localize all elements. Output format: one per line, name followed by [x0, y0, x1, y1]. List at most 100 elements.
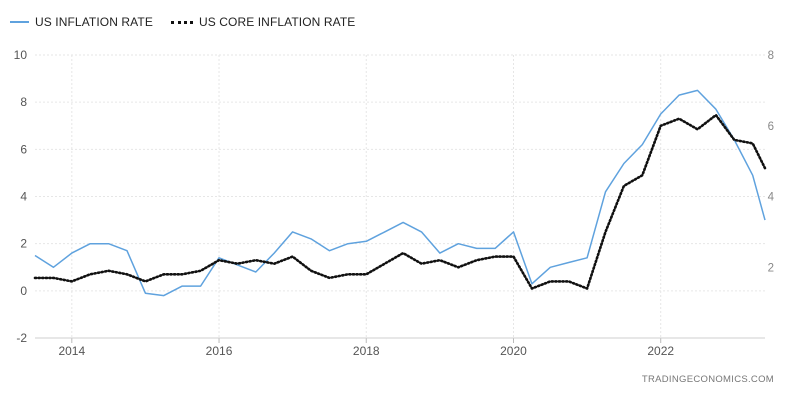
data-point	[438, 251, 442, 255]
data-point	[70, 251, 74, 255]
data-point	[512, 230, 516, 234]
legend: US INFLATION RATE US CORE INFLATION RATE	[0, 12, 369, 32]
data-point	[180, 272, 184, 276]
data-point	[309, 269, 313, 273]
y-axis-left: 10 8 6 4 2 0 -2	[14, 48, 28, 345]
y-tick-label: 2	[20, 237, 27, 251]
data-point	[732, 138, 736, 142]
data-point	[714, 107, 718, 111]
data-point	[125, 272, 129, 276]
data-point	[125, 249, 129, 253]
x-tick-label: 2020	[500, 344, 527, 358]
y2-tick-label: 4	[768, 192, 775, 204]
data-point	[640, 173, 644, 177]
data-point	[383, 262, 387, 266]
x-tick-label: 2018	[353, 344, 380, 358]
data-point	[364, 239, 368, 243]
data-point	[585, 256, 589, 260]
data-point	[659, 124, 663, 128]
y-tick-label: 10	[14, 48, 28, 62]
data-point	[677, 93, 681, 97]
data-point	[346, 272, 350, 276]
data-point	[88, 272, 92, 276]
data-point	[401, 220, 405, 224]
data-point	[640, 143, 644, 147]
y-axis-right: 8 6 4 2	[768, 50, 775, 274]
y2-tick-label: 2	[768, 262, 774, 274]
data-point	[751, 141, 755, 145]
data-point	[162, 294, 166, 298]
series-layer	[33, 89, 767, 298]
data-point	[420, 262, 424, 266]
data-point	[622, 162, 626, 166]
y-tick-label: 6	[20, 142, 27, 156]
y-tick-label: 4	[20, 190, 27, 204]
y-tick-label: 0	[20, 284, 27, 298]
data-point	[199, 284, 203, 288]
y-tick-label: -2	[16, 331, 27, 345]
data-point	[475, 246, 479, 250]
x-tick-label: 2022	[647, 344, 674, 358]
data-point	[107, 269, 111, 273]
data-point	[475, 258, 479, 262]
y2-tick-label: 6	[768, 121, 774, 133]
data-point	[548, 265, 552, 269]
data-point	[751, 173, 755, 177]
data-point	[291, 230, 295, 234]
data-point	[70, 279, 74, 283]
source-credit: TRADINGECONOMICS.COM	[641, 374, 774, 385]
legend-swatch-solid	[10, 21, 29, 23]
x-tick-label: 2014	[58, 344, 85, 358]
data-point	[162, 272, 166, 276]
data-point	[291, 255, 295, 259]
data-point	[659, 112, 663, 116]
data-point	[143, 279, 147, 283]
data-point	[493, 255, 497, 259]
data-point	[420, 230, 424, 234]
y2-tick-label: 8	[768, 50, 774, 62]
data-point	[567, 279, 571, 283]
data-point	[254, 270, 258, 274]
data-point	[346, 242, 350, 246]
data-point	[33, 276, 37, 280]
data-point	[328, 249, 332, 253]
data-point	[217, 258, 221, 262]
data-point	[199, 269, 203, 273]
data-point	[33, 254, 37, 258]
data-point	[763, 166, 767, 170]
data-point	[604, 190, 608, 194]
data-point	[401, 251, 405, 255]
data-point	[51, 265, 55, 269]
data-point	[309, 237, 313, 241]
data-point	[696, 127, 700, 131]
data-point	[456, 265, 460, 269]
data-point	[51, 276, 55, 280]
legend-swatch-dotted	[170, 20, 193, 24]
data-point	[567, 261, 571, 265]
legend-item-inflation[interactable]: US INFLATION RATE	[0, 15, 153, 29]
data-point	[235, 262, 239, 266]
data-point	[364, 272, 368, 276]
series-line-core-inflation[interactable]	[33, 113, 767, 290]
data-point	[548, 279, 552, 283]
series-line-inflation[interactable]	[34, 89, 766, 297]
data-point	[88, 242, 92, 246]
data-point	[272, 262, 276, 266]
legend-label-core-inflation: US CORE INFLATION RATE	[198, 15, 356, 29]
data-point	[714, 113, 718, 117]
data-point	[438, 258, 442, 262]
data-point	[622, 184, 626, 188]
data-point	[328, 276, 332, 280]
data-point	[180, 284, 184, 288]
grid-lines	[35, 54, 765, 339]
x-axis: 2014 2016 2018 2020 2022	[35, 337, 765, 358]
x-tick-label: 2016	[206, 344, 233, 358]
data-point	[763, 218, 767, 222]
legend-label-inflation: US INFLATION RATE	[35, 15, 153, 29]
data-point	[677, 117, 681, 121]
data-point	[512, 255, 516, 259]
data-point	[604, 230, 608, 234]
legend-item-core-inflation[interactable]: US CORE INFLATION RATE	[167, 15, 355, 29]
data-point	[254, 258, 258, 262]
